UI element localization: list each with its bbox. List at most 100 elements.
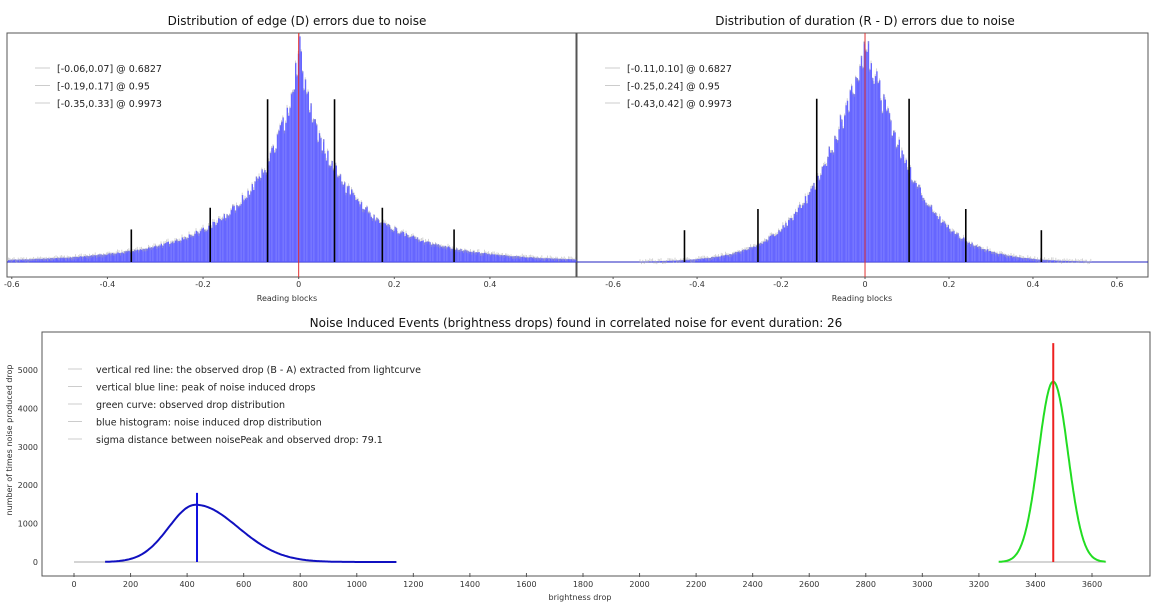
chart1-histogram-bar: [194, 233, 196, 262]
chart1-histogram-noise: [195, 228, 197, 232]
chart2-histogram-noise: [825, 163, 827, 167]
chart2-histogram-noise: [660, 258, 662, 262]
chart1-histogram-noise: [244, 195, 246, 199]
chart1-histogram-noise: [274, 150, 275, 154]
chart2-histogram-noise: [961, 238, 963, 242]
chart2-histogram-noise: [1083, 260, 1085, 264]
chart1-histogram-noise: [471, 251, 473, 255]
chart2-histogram-noise: [845, 102, 847, 106]
chart1-histogram-bar: [563, 259, 566, 262]
chart2-histogram-noise: [831, 149, 833, 153]
chart2-histogram-bar: [975, 245, 977, 262]
chart1-histogram-noise: [257, 178, 259, 182]
chart1-histogram-noise: [523, 254, 525, 258]
chart2-histogram-bar: [1052, 260, 1054, 262]
chart1-histogram-noise: [103, 253, 105, 257]
chart2-histogram-noise: [971, 241, 973, 245]
chart1-histogram-noise: [87, 255, 89, 259]
chart2-histogram-noise: [641, 261, 642, 265]
chart2-histogram-noise: [1049, 259, 1051, 263]
chart2-histogram-noise: [999, 251, 1001, 255]
chart1-histogram-noise: [48, 256, 50, 260]
chart2-histogram-bar: [914, 181, 916, 262]
chart2-histogram-noise: [935, 211, 936, 215]
chart2-histogram-bar: [732, 253, 734, 262]
chart1-histogram-noise: [397, 231, 399, 235]
chart2-histogram-bar: [1044, 259, 1046, 262]
chart1-histogram-noise: [283, 130, 285, 134]
chart1-histogram-bar: [391, 229, 393, 262]
chart1-histogram-bar: [352, 192, 354, 262]
chart2-histogram-noise: [733, 251, 735, 255]
chart1-histogram-bar: [575, 259, 577, 262]
chart2-histogram-bar: [806, 203, 808, 262]
chart1-histogram-noise: [562, 257, 564, 261]
chart2-histogram-noise: [883, 93, 885, 97]
chart1-histogram-noise: [281, 119, 282, 123]
chart3-xtick-label: 1800: [573, 580, 593, 589]
chart2-histogram-noise: [1017, 257, 1019, 261]
chart2-histogram-bar: [1005, 254, 1007, 262]
chart1-histogram-bar: [318, 133, 321, 262]
chart1-histogram-bar: [465, 250, 468, 262]
chart2-histogram-bar: [930, 205, 933, 262]
chart2-histogram-noise: [919, 184, 921, 188]
chart2-histogram-noise: [859, 64, 861, 68]
chart2-histogram-noise: [818, 178, 820, 182]
chart2-histogram-bar: [800, 208, 802, 262]
chart1-histogram-bar: [365, 207, 367, 262]
chart1-histogram-noise: [146, 247, 148, 251]
chart1-histogram-bar: [373, 214, 375, 262]
chart1-histogram-noise: [569, 256, 571, 260]
chart1-histogram-noise: [142, 248, 144, 252]
chart2-histogram-bar: [942, 222, 944, 262]
chart2-histogram-noise: [715, 254, 717, 258]
chart1-histogram-bar: [377, 219, 379, 262]
chart2-histogram-bar: [887, 108, 889, 262]
chart2-histogram-noise: [681, 258, 683, 262]
chart1-histogram-noise: [92, 253, 93, 257]
chart2-histogram-bar: [743, 249, 745, 262]
chart1-histogram-noise: [108, 251, 110, 255]
chart1-histogram-noise: [132, 249, 134, 253]
chart2-histogram-bar: [898, 139, 900, 262]
chart1-histogram-bar: [79, 256, 81, 262]
chart1-histogram-noise: [78, 255, 79, 259]
chart1-histogram-bar: [226, 214, 228, 262]
chart1-histogram-noise: [338, 174, 340, 178]
chart1-histogram-noise: [306, 91, 308, 95]
chart2-histogram-bar: [935, 212, 937, 262]
chart2-histogram-bar: [904, 163, 906, 262]
chart1-histogram-noise: [61, 255, 63, 259]
chart3-noise-distribution-curve: [105, 503, 397, 563]
chart1-histogram-bar: [498, 254, 500, 262]
chart2-histogram-bar: [866, 51, 868, 263]
chart1-histogram-noise: [377, 217, 379, 221]
chart2-histogram-bar: [760, 242, 762, 262]
chart2-histogram-bar: [737, 251, 739, 262]
chart1-histogram-bar: [435, 243, 437, 262]
chart1-histogram-bar: [304, 79, 307, 263]
chart1-histogram-noise: [405, 230, 407, 234]
chart1-histogram-bar: [275, 148, 277, 262]
chart1-histogram-bar: [160, 243, 162, 262]
chart2-histogram-bar: [963, 237, 965, 262]
chart1-histogram-bar: [324, 153, 326, 262]
chart2-histogram-bar: [858, 80, 860, 262]
chart1-histogram-noise: [440, 244, 442, 248]
chart1-histogram-noise: [71, 257, 72, 261]
chart1-histogram-bar: [64, 257, 66, 262]
chart1-histogram-noise: [206, 228, 208, 232]
chart1-histogram-bar: [195, 230, 197, 262]
chart2-histogram-bar: [723, 255, 725, 262]
chart1-histogram-noise: [412, 233, 414, 237]
chart1-histogram-noise: [568, 256, 569, 260]
chart1-histogram-bar: [552, 258, 554, 262]
chart1-histogram-noise: [479, 252, 481, 256]
chart1-histogram-noise: [258, 173, 260, 177]
chart2-histogram-noise: [982, 247, 984, 251]
chart1-histogram-noise: [85, 254, 86, 258]
chart1-histogram-bar: [132, 251, 134, 262]
chart1-histogram-bar: [481, 253, 483, 262]
